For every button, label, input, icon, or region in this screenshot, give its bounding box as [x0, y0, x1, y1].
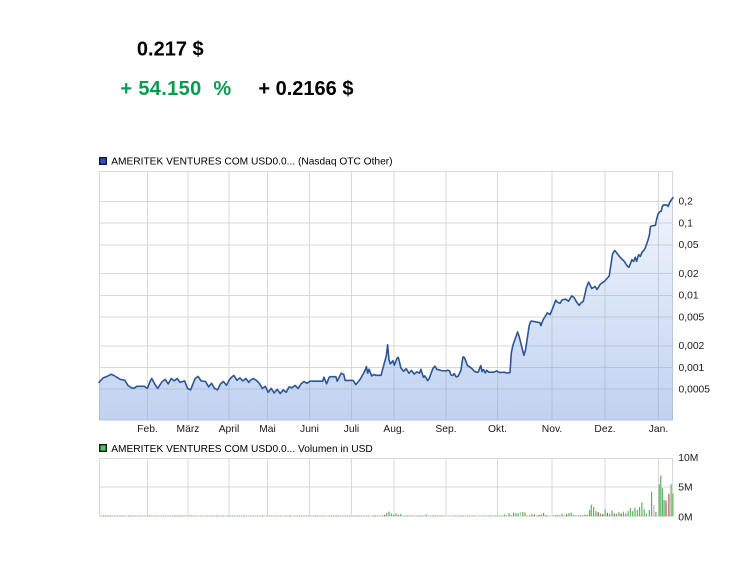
svg-text:0,05: 0,05	[679, 240, 699, 251]
svg-text:Okt.: Okt.	[488, 424, 507, 435]
svg-text:Jan.: Jan.	[649, 424, 668, 435]
svg-text:Juni: Juni	[300, 424, 319, 435]
svg-text:AMERITEK VENTURES COM USD0.0..: AMERITEK VENTURES COM USD0.0... Volumen …	[111, 444, 373, 455]
svg-text:0,005: 0,005	[679, 312, 705, 323]
svg-text:April: April	[219, 424, 240, 435]
svg-text:0,1: 0,1	[679, 218, 694, 229]
svg-text:März: März	[177, 424, 200, 435]
svg-text:+ 0.2166 $: + 0.2166 $	[258, 78, 353, 100]
svg-text:Juli: Juli	[344, 424, 359, 435]
svg-text:Dez.: Dez.	[594, 424, 615, 435]
svg-text:0,002: 0,002	[679, 341, 705, 352]
svg-text:+ 54.150 %: + 54.150 %	[120, 78, 231, 100]
svg-text:10M: 10M	[678, 453, 698, 464]
svg-text:0,0005: 0,0005	[679, 385, 711, 396]
svg-text:Aug.: Aug.	[383, 424, 404, 435]
svg-text:0.217 $: 0.217 $	[137, 39, 204, 61]
svg-text:5M: 5M	[678, 483, 692, 494]
svg-text:0,2: 0,2	[679, 197, 694, 208]
svg-text:0,02: 0,02	[679, 269, 699, 280]
svg-text:0M: 0M	[678, 512, 692, 523]
svg-text:0,01: 0,01	[679, 291, 699, 302]
svg-text:0,001: 0,001	[679, 363, 705, 374]
svg-text:Nov.: Nov.	[542, 424, 562, 435]
svg-text:Feb.: Feb.	[137, 424, 158, 435]
svg-text:Sep.: Sep.	[435, 424, 456, 435]
svg-text:Mai: Mai	[259, 424, 276, 435]
svg-text:AMERITEK VENTURES COM USD0.0..: AMERITEK VENTURES COM USD0.0... (Nasdaq …	[111, 156, 392, 167]
